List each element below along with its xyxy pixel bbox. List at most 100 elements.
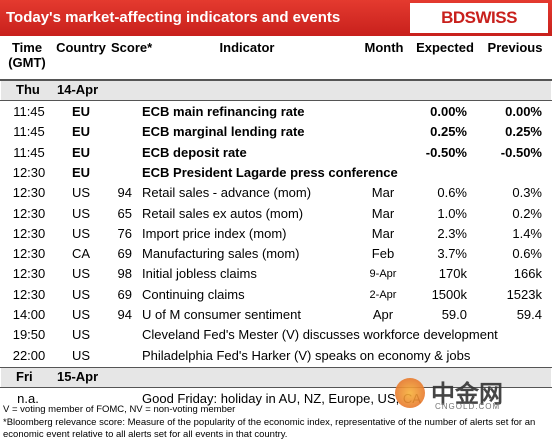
cell-time: 19:50 — [12, 327, 46, 343]
cell-indicator: ECB deposit rate — [142, 144, 247, 160]
column-header: Score* — [111, 40, 153, 55]
date: 15-Apr — [57, 368, 99, 384]
cell-indicator: Retail sales ex autos (mom) — [142, 205, 304, 221]
cell-country: US — [71, 266, 91, 282]
watermark: 中金网 CNGOLD.COM — [395, 376, 545, 416]
cell-country: US — [71, 347, 91, 363]
cell-time: 12:30 — [12, 205, 46, 221]
cell-time: 12:30 — [12, 266, 46, 282]
column-header: Time (GMT) — [8, 40, 46, 70]
cell-previous: 0.00% — [505, 104, 542, 119]
cell-expected: 0.25% — [430, 124, 467, 140]
cell-expected: -0.50% — [425, 144, 467, 160]
cell-expected: 59.0 — [441, 307, 467, 322]
cell-previous: 0.2% — [512, 205, 542, 221]
cell-country: US — [71, 185, 91, 201]
cell-indicator: Retail sales - advance (mom) — [142, 185, 312, 201]
cell-time: 11:45 — [13, 124, 45, 140]
cell-time: 14:00 — [12, 307, 46, 322]
cell-month: Mar — [371, 185, 395, 201]
column-header: Country — [56, 40, 106, 55]
cell-country: US — [71, 307, 91, 322]
cell-month: Mar — [371, 225, 395, 241]
column-header: Previous — [487, 40, 543, 55]
cell-time: 11:45 — [13, 104, 45, 119]
day-rule — [0, 366, 552, 368]
cell-previous: 0.6% — [512, 246, 542, 262]
header-bar: Today's market-affecting indicators and … — [0, 0, 552, 36]
cell-indicator: Cleveland Fed's Mester (V) discusses wor… — [142, 327, 498, 343]
cell-month: Mar — [371, 205, 395, 221]
title: Today's market-affecting indicators and … — [6, 9, 341, 26]
cell-score: 65 — [117, 205, 132, 221]
cell-expected: 3.7% — [437, 246, 467, 262]
cell-indicator: ECB main refinancing rate — [142, 104, 305, 119]
cell-score: 69 — [117, 286, 132, 302]
cell-expected: 0.6% — [437, 185, 467, 201]
cell-month: Feb — [371, 246, 395, 262]
cell-month: 9-Apr — [369, 268, 397, 281]
footnote: *Bloomberg relevance score: Measure of t… — [3, 416, 536, 441]
cell-previous: 166k — [513, 266, 542, 282]
cell-expected: 2.3% — [437, 225, 467, 241]
cell-previous: 0.25% — [505, 124, 542, 140]
cell-indicator: Manufacturing sales (mom) — [142, 246, 300, 262]
column-header: Indicator — [219, 40, 275, 55]
cell-indicator: U of M consumer sentiment — [142, 307, 301, 322]
watermark-text: 中金网 — [431, 381, 503, 408]
cell-score: 94 — [117, 185, 132, 201]
cell-previous: 1.4% — [512, 225, 542, 241]
cell-country: EU — [71, 164, 91, 180]
cell-previous: 1523k — [506, 286, 542, 302]
cell-indicator: Good Friday: holiday in AU, NZ, Europe, … — [142, 390, 421, 406]
day-rule — [0, 386, 552, 388]
cell-score: 94 — [117, 307, 132, 322]
cell-country: EU — [71, 104, 91, 119]
cell-time: 11:45 — [13, 144, 45, 160]
cell-time: 22:00 — [12, 347, 46, 363]
watermark-icon — [395, 378, 425, 408]
cell-indicator: Initial jobless claims — [142, 266, 257, 282]
watermark-site: CNGOLD.COM — [435, 402, 501, 411]
cell-indicator: Continuing claims — [142, 286, 245, 302]
cell-country: US — [71, 205, 91, 221]
cell-expected: 170k — [438, 266, 467, 282]
cell-previous: -0.50% — [500, 144, 542, 160]
cell-time: 12:30 — [12, 225, 46, 241]
cell-expected: 0.00% — [430, 104, 467, 119]
cell-indicator: ECB President Lagarde press conference — [142, 164, 398, 180]
column-header: Expected — [416, 40, 474, 55]
footnote: V = voting member of FOMC, NV = non-voti… — [3, 404, 236, 415]
cell-country: EU — [71, 144, 91, 160]
cell-previous: 0.3% — [512, 185, 542, 201]
cell-country: US — [71, 327, 91, 343]
cell-indicator: Import price index (mom) — [142, 225, 287, 241]
cell-country: CA — [71, 246, 91, 262]
cell-time: 12:30 — [12, 185, 46, 201]
cell-time: 12:30 — [12, 164, 46, 180]
cell-score: 98 — [117, 266, 132, 282]
column-header: Month — [364, 40, 404, 55]
cell-country: US — [71, 225, 91, 241]
cell-expected: 1500k — [431, 286, 467, 302]
logo: BDSWISS — [410, 3, 548, 33]
cell-month: Apr — [372, 307, 394, 322]
cell-score: 76 — [117, 225, 132, 241]
day: Fri — [16, 368, 33, 384]
cell-time: 12:30 — [12, 286, 46, 302]
cell-indicator: Philadelphia Fed's Harker (V) speaks on … — [142, 347, 471, 363]
cell-country: EU — [71, 124, 91, 140]
date: 14-Apr — [57, 82, 99, 97]
day-rule — [0, 100, 552, 101]
day-row — [1, 80, 551, 100]
cell-indicator: ECB marginal lending rate — [142, 124, 305, 140]
header-rule — [0, 79, 552, 80]
cell-time: n.a. — [17, 390, 39, 406]
day-rule — [0, 80, 552, 81]
cell-previous: 59.4 — [516, 307, 542, 322]
cell-time: 12:30 — [12, 246, 46, 262]
cell-score: 69 — [117, 246, 132, 262]
day: Thu — [16, 82, 40, 97]
cell-country: US — [71, 286, 91, 302]
